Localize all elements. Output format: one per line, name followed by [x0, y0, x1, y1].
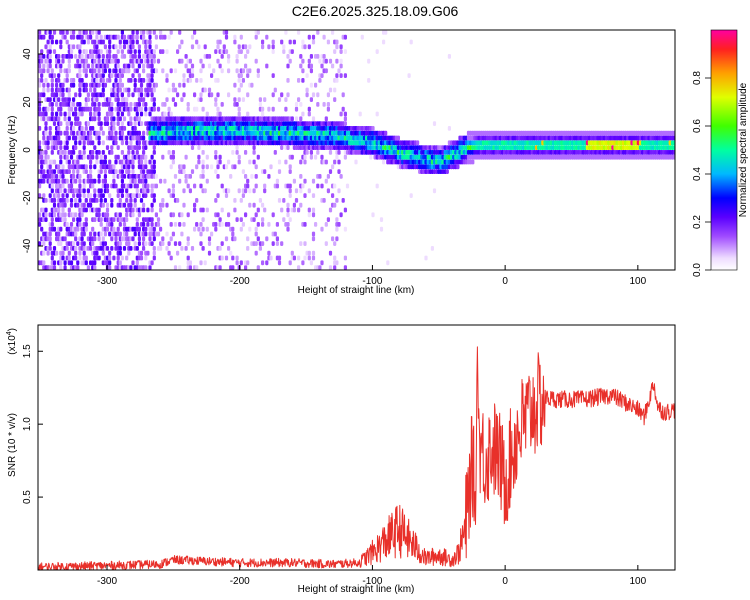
snr-y-multiplier-base: (x10: [7, 335, 18, 355]
colorbar-scale: [710, 29, 738, 271]
snr-series-line: [38, 346, 675, 570]
spectrogram-x-tick-label: -100: [362, 276, 382, 287]
snr-y-tick-label: 1.0: [22, 417, 33, 431]
chart-title: C2E6.2025.325.18.09.G06: [291, 3, 459, 19]
spectrogram-x-tick-label: 100: [629, 276, 646, 287]
spectrogram-x-axis: -300 -200 -100 0 100: [97, 265, 647, 287]
colorbar: 0.0 0.2 0.4 0.6 0.8 Normalized spectral ampl…: [692, 29, 749, 277]
spectrogram-y-tick-label: 0: [22, 147, 33, 153]
snr-x-tick-label: 100: [629, 576, 646, 587]
spectrogram-y-axis: -40 -20 0 20 40: [22, 48, 43, 253]
snr-x-label: Height of straight line (km): [298, 584, 415, 595]
colorbar-tick-label: 0.2: [692, 215, 703, 229]
spectrogram-x-tick-label: 0: [502, 276, 508, 287]
snr-y-tick-label: 0.5: [22, 490, 33, 504]
snr-y-axis: 0.5 1.0 1.5: [22, 344, 43, 504]
snr-y-label: SNR (10 * v/v): [7, 413, 18, 477]
snr-x-tick-label: -100: [362, 576, 382, 587]
spectrogram-y-label: Frequency (Hz): [7, 116, 18, 185]
snr-panel: -300 -200 -100 0 100 0.5 1.0 1.5 Height of str…: [6, 324, 676, 595]
colorbar-tick-label: 0.8: [692, 71, 703, 85]
snr-x-tick-label: -200: [230, 576, 250, 587]
snr-x-tick-label: -300: [97, 576, 117, 587]
colorbar-tick-label: 0.0: [692, 263, 703, 277]
spectrogram-y-tick-label: -40: [22, 238, 33, 253]
colorbar-label: Normalized spectral amplitude: [738, 82, 749, 217]
spectrogram-y-tick-label: -20: [22, 190, 33, 205]
spectrogram-x-label: Height of straight line (km): [298, 285, 415, 296]
snr-x-axis: -300 -200 -100 0 100: [97, 565, 647, 587]
snr-y-tick-label: 1.5: [22, 344, 33, 358]
spectrogram-x-tick-label: -300: [97, 276, 117, 287]
spectrogram-image: [38, 30, 675, 270]
colorbar-tick-label: 0.6: [692, 119, 703, 133]
snr-y-multiplier: (x104): [6, 328, 18, 355]
snr-y-multiplier-exp: 4: [6, 331, 13, 335]
colorbar-ticks: 0.0 0.2 0.4 0.6 0.8: [692, 71, 711, 277]
snr-frame: [37, 324, 676, 571]
spectrogram-y-tick-label: 40: [22, 48, 33, 60]
spectrogram-y-tick-label: 20: [22, 96, 33, 108]
snr-x-tick-label: 0: [502, 576, 508, 587]
spectrogram-x-tick-label: -200: [230, 276, 250, 287]
svg-text:(x104): (x104): [6, 328, 18, 355]
colorbar-tick-label: 0.4: [692, 167, 703, 181]
